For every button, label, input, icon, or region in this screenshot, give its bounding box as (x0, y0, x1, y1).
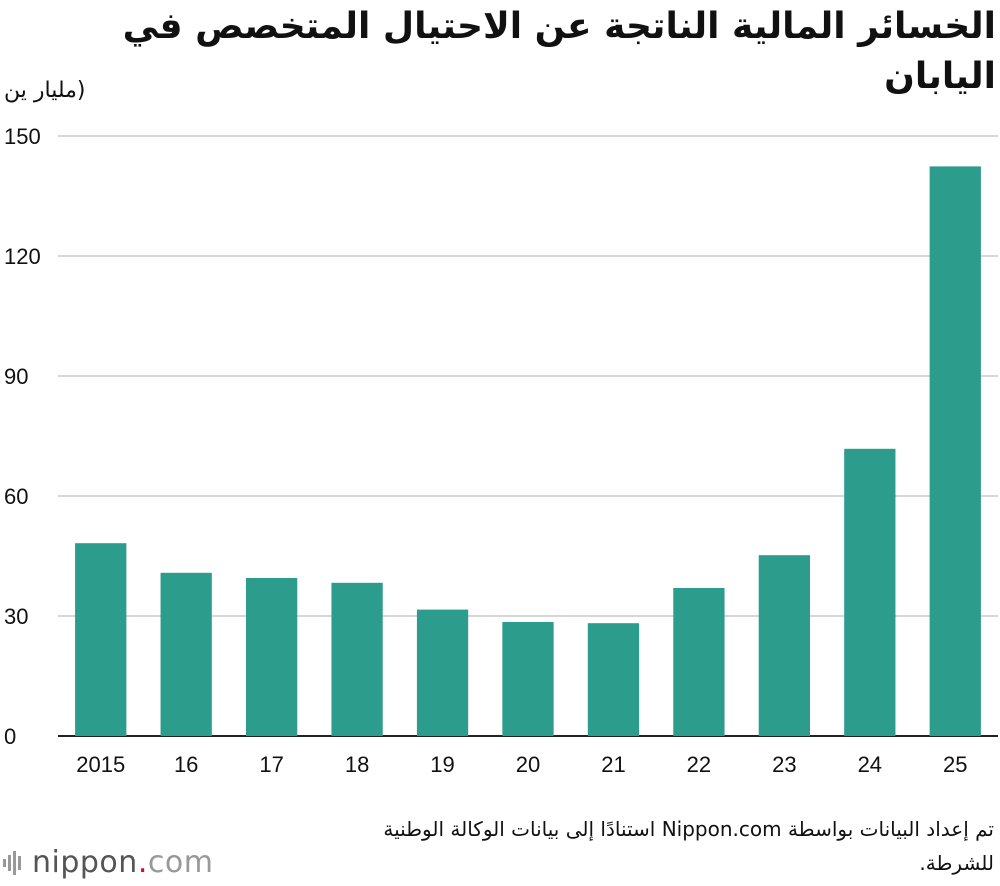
x-tick-label: 2015 (76, 752, 125, 777)
bar (673, 588, 725, 736)
bar-chart: 0 30 60 90 120 150 2015 16 17 18 19 20 21 22 23 24 25 (4, 124, 998, 777)
bar (246, 578, 298, 736)
source-note: تم إعداد البيانات بواسطة Nippon.com استن… (383, 817, 994, 875)
bar (844, 448, 896, 736)
y-tick-label: 150 (4, 124, 41, 149)
bar (416, 609, 469, 736)
y-tick-label: 0 (4, 724, 16, 749)
y-tick-label: 90 (4, 364, 28, 389)
x-tick-label: 21 (601, 752, 625, 777)
x-tick-label: 17 (259, 752, 283, 777)
y-axis-unit-label: (مليار ين (4, 78, 86, 103)
x-tick-label: 22 (687, 752, 711, 777)
bar (587, 623, 640, 736)
x-tick-label: 18 (345, 752, 369, 777)
y-tick-label: 120 (4, 244, 41, 269)
x-tick-label: 25 (943, 752, 967, 777)
bar (758, 555, 810, 736)
bar (929, 166, 981, 736)
logo-dot: . (137, 844, 148, 880)
logo-name: nippon (32, 844, 138, 880)
y-tick-label: 60 (4, 484, 28, 509)
chart-title: الخسائر المالية الناتجة عن الاحتيال المت… (122, 6, 996, 97)
x-tick-label: 16 (174, 752, 198, 777)
bar (160, 572, 212, 736)
nippon-logo[interactable]: nippon.com (2, 842, 213, 882)
logo-mark-icon (3, 851, 21, 875)
bar (502, 622, 554, 736)
logo-tld: com (147, 844, 214, 880)
x-tick-label: 19 (430, 752, 454, 777)
y-tick-label: 30 (4, 604, 28, 629)
logo-text: nippon.com (32, 845, 213, 880)
bar (75, 543, 127, 736)
x-tick-label: 23 (772, 752, 796, 777)
x-tick-label: 20 (516, 752, 540, 777)
bar (331, 582, 383, 736)
x-tick-label: 24 (858, 752, 882, 777)
